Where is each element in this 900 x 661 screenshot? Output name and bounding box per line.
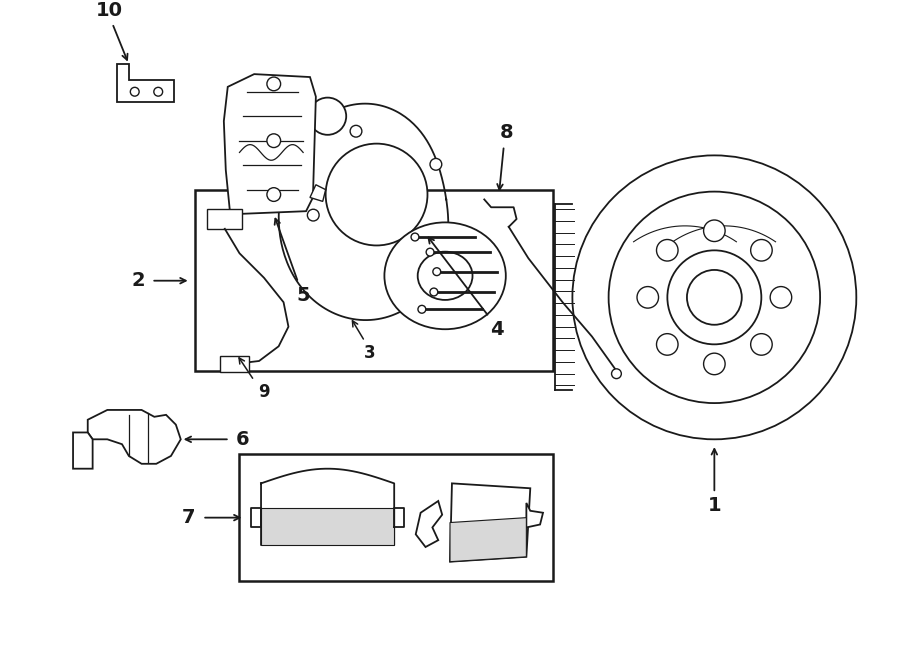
Text: 9: 9 [258,383,270,401]
Polygon shape [261,469,394,545]
FancyBboxPatch shape [207,210,242,229]
Ellipse shape [668,251,761,344]
Polygon shape [416,501,442,547]
Ellipse shape [770,287,792,308]
Ellipse shape [751,239,772,261]
Ellipse shape [267,188,281,202]
Polygon shape [261,508,394,545]
Bar [239,454,553,581]
Ellipse shape [608,192,820,403]
Ellipse shape [430,159,442,170]
Bar [195,190,553,371]
Polygon shape [279,104,448,320]
Ellipse shape [308,210,320,221]
Polygon shape [251,508,261,527]
Ellipse shape [130,87,140,96]
Ellipse shape [384,222,506,329]
Ellipse shape [430,288,437,296]
Ellipse shape [704,353,725,375]
Text: 2: 2 [131,271,146,290]
Polygon shape [87,410,181,464]
Polygon shape [450,518,526,562]
Polygon shape [450,483,530,562]
Polygon shape [526,503,543,527]
Ellipse shape [418,305,426,313]
Text: 10: 10 [95,1,122,20]
Text: 1: 1 [707,496,721,516]
Text: 7: 7 [182,508,195,527]
Ellipse shape [751,334,772,355]
Text: 6: 6 [236,430,249,449]
Ellipse shape [687,270,742,325]
Ellipse shape [637,287,659,308]
Polygon shape [224,74,316,214]
Ellipse shape [572,155,856,440]
Ellipse shape [418,252,472,300]
Ellipse shape [612,369,621,379]
Ellipse shape [411,233,418,241]
Ellipse shape [656,239,678,261]
Polygon shape [310,185,326,202]
Ellipse shape [267,77,281,91]
Ellipse shape [267,134,281,147]
Polygon shape [73,432,93,469]
Text: 4: 4 [491,320,504,339]
Text: 3: 3 [364,344,375,362]
Ellipse shape [326,143,428,245]
FancyBboxPatch shape [220,356,249,371]
Ellipse shape [656,334,678,355]
Text: 8: 8 [500,124,514,142]
Ellipse shape [433,268,441,276]
Ellipse shape [154,87,163,96]
Ellipse shape [704,220,725,241]
Polygon shape [394,508,404,527]
Polygon shape [117,64,174,102]
Ellipse shape [426,249,434,256]
Ellipse shape [309,98,346,135]
Ellipse shape [350,126,362,137]
Text: 5: 5 [296,286,310,305]
